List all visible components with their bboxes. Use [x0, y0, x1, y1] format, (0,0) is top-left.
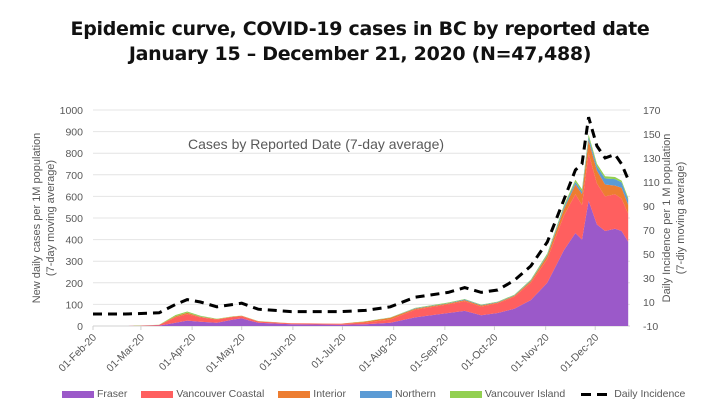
- incidence-line: [93, 116, 630, 316]
- y-tick-label: 0: [77, 321, 83, 333]
- x-tick-label: 01-Apr-20: [157, 332, 199, 374]
- chart-legend: Fraser Vancouver Coastal Interior Northe…: [62, 388, 699, 400]
- y2-tick-label: 90: [643, 201, 655, 213]
- y-tick-label: 1000: [60, 105, 84, 117]
- chart-subtitle: January 15 – December 21, 2020 (N=47,488…: [128, 43, 592, 65]
- x-tick-label: 01-Oct-20: [459, 332, 501, 374]
- chart-annotation: Cases by Reported Date (7-day average): [188, 136, 444, 152]
- area-fraser: [93, 200, 629, 326]
- legend-item-fraser: Fraser: [62, 388, 127, 400]
- x-axis-ticks: 01-Feb-20 01-Mar-20 01-Apr-20 01-May-20 01-J…: [56, 326, 601, 376]
- stacked-areas: [93, 134, 629, 326]
- y-tick-label: 200: [65, 278, 83, 290]
- y2-tick-label: 130: [643, 153, 661, 165]
- y2-tick-label: 110: [643, 177, 660, 189]
- legend-swatch-daily-incidence: [579, 391, 611, 398]
- y2-tick-label: 70: [643, 225, 655, 237]
- y2-tick-label: 170: [643, 105, 661, 117]
- legend-label-vancouver-coastal: Vancouver Coastal: [176, 388, 265, 400]
- y-axis-label-line1: New daily cases per 1M population: [31, 133, 43, 304]
- x-tick-label: 01-Mar-20: [104, 332, 147, 375]
- x-tick-label: 01-Feb-20: [56, 332, 99, 375]
- y2-tick-label: 10: [643, 297, 655, 309]
- right-axis-ticks: -10 10 30 50 70 90 110 130 150 170: [643, 105, 661, 333]
- legend-swatch-northern: [359, 390, 392, 398]
- chart-title: Epidemic curve, COVID-19 cases in BC by …: [70, 18, 650, 40]
- legend-label-daily-incidence: Daily Incidence: [614, 388, 686, 400]
- legend-item-northern: Northern: [359, 388, 436, 400]
- legend-label-northern: Northern: [394, 388, 436, 400]
- y-tick-label: 800: [65, 148, 83, 160]
- legend-item-daily-incidence: Daily Incidence: [579, 388, 685, 400]
- y-tick-label: 500: [65, 213, 83, 225]
- y2-axis-label-line2: (7-diy moving average): [675, 162, 687, 275]
- y2-tick-label: 50: [643, 249, 655, 261]
- y-tick-label: 300: [65, 256, 83, 268]
- legend-item-vancouver-coastal: Vancouver Coastal: [141, 388, 264, 400]
- legend-item-interior: Interior: [278, 388, 346, 400]
- x-tick-label: 01-Sep-20: [408, 332, 451, 375]
- y2-tick-label: 150: [643, 129, 661, 141]
- daily-incidence-line: [93, 116, 630, 316]
- x-tick-label: 01-Jun-20: [257, 332, 299, 374]
- legend-label-fraser: Fraser: [97, 388, 128, 400]
- y-tick-label: 400: [65, 235, 83, 247]
- legend-swatch-vancouver-island: [449, 390, 482, 398]
- x-tick-label: 01-Jul-20: [309, 332, 349, 372]
- left-axis-ticks: 0 100 200 300 400 500 600 700 800 900 1000: [60, 105, 84, 333]
- x-tick-label: 01-Nov-20: [509, 332, 552, 375]
- y-tick-label: 600: [65, 191, 83, 203]
- legend-swatch-fraser: [62, 390, 94, 398]
- y2-tick-label: 30: [643, 273, 655, 285]
- y-axis-label-line2: (7-day moving average): [45, 160, 57, 276]
- y-tick-label: 900: [65, 127, 83, 139]
- legend-swatch-interior: [278, 390, 311, 398]
- x-tick-label: 01-Dec-20: [558, 332, 601, 375]
- y2-axis-label-line1: Daily Incidence per 1 M population: [661, 134, 673, 303]
- y-tick-label: 700: [65, 170, 83, 182]
- x-tick-label: 01-May-20: [204, 332, 248, 376]
- y2-tick-label: -10: [643, 321, 658, 333]
- legend-label-vancouver-island: Vancouver Island: [484, 388, 566, 400]
- legend-swatch-vancouver-coastal: [141, 390, 174, 398]
- x-tick-label: 01-Aug-20: [357, 332, 400, 375]
- legend-item-vancouver-island: Vancouver Island: [449, 388, 566, 400]
- y-tick-label: 100: [65, 299, 83, 311]
- legend-label-interior: Interior: [313, 388, 346, 400]
